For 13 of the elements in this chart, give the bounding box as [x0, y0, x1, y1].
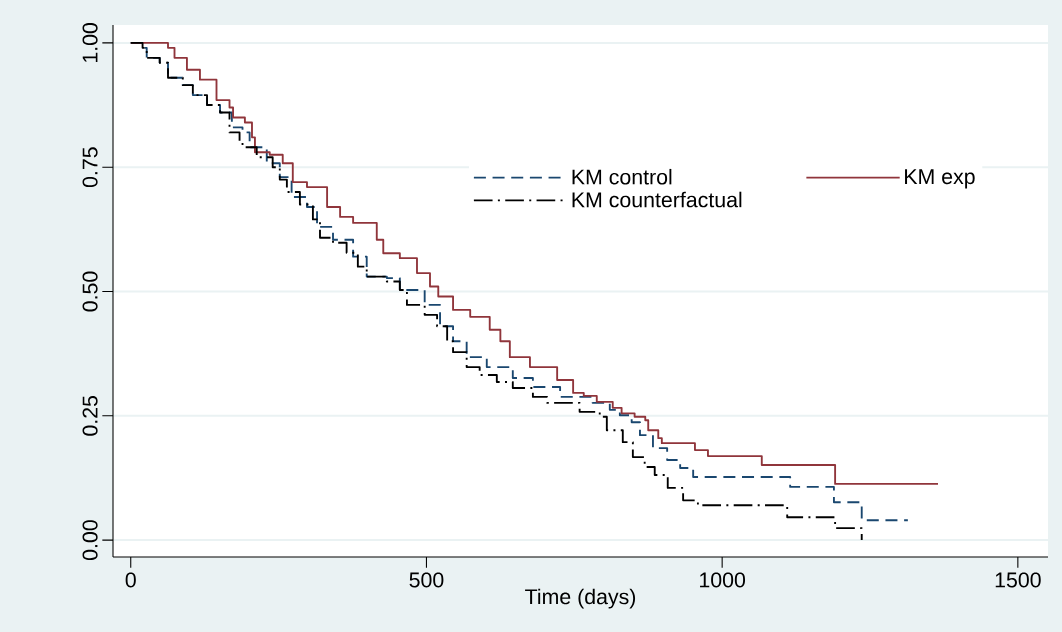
y-tick-label: 1.00	[82, 22, 98, 63]
x-tick-label: 1500	[995, 572, 1041, 588]
legend-label: KM control	[572, 168, 672, 185]
legend-label: KM counterfactual	[572, 191, 742, 208]
y-tick-label: 0.50	[82, 271, 98, 312]
y-tick-label: 0.75	[82, 147, 98, 188]
x-axis-title: Time (days)	[525, 588, 636, 609]
x-tick-label: 500	[409, 572, 444, 588]
legend-label: KM exp	[905, 169, 975, 189]
y-tick-label: 0.00	[82, 520, 98, 561]
y-tick-label: 0.25	[82, 395, 98, 436]
x-tick-label: 1000	[700, 572, 746, 588]
x-tick-label: 0	[125, 572, 136, 588]
